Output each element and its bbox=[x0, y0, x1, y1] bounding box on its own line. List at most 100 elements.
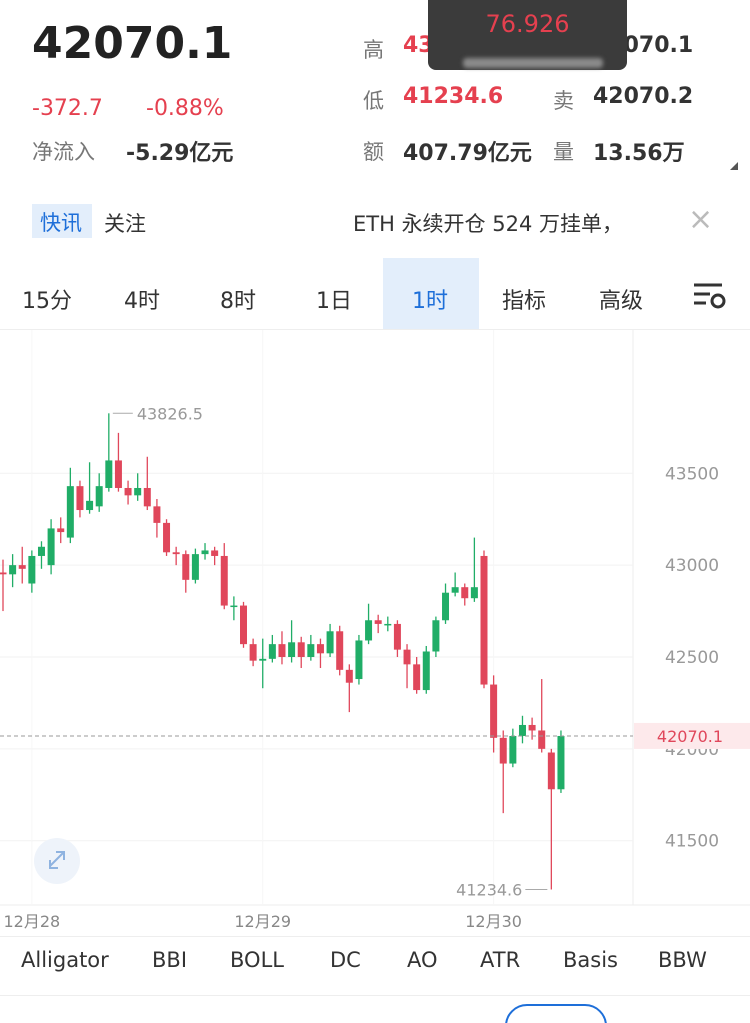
candle-body bbox=[365, 620, 373, 641]
timeframe-tab[interactable]: 15分 bbox=[22, 289, 72, 314]
net-inflow-label: 净流入 bbox=[32, 140, 95, 164]
candle-body bbox=[9, 565, 17, 575]
candle-body bbox=[57, 528, 65, 533]
price-change: -372.7 bbox=[32, 96, 103, 121]
indicator-tab[interactable]: BOLL bbox=[230, 948, 284, 972]
divider bbox=[0, 936, 750, 937]
stat-label: 额 bbox=[363, 140, 384, 164]
candle-body bbox=[297, 642, 305, 657]
indicator-tab[interactable]: AO bbox=[407, 948, 438, 972]
candle-body bbox=[86, 500, 94, 511]
net-inflow: -5.29亿元 bbox=[126, 141, 234, 166]
candle-body bbox=[191, 554, 199, 580]
candle-body bbox=[240, 605, 247, 645]
last-price-label: 42070.1 bbox=[657, 727, 723, 746]
x-tick-label: 12月29 bbox=[234, 912, 291, 931]
candle-body bbox=[259, 658, 267, 661]
stat-value: 407.79亿元 bbox=[403, 141, 532, 166]
active-bottom-tab[interactable] bbox=[505, 1004, 607, 1023]
candle-body bbox=[201, 550, 209, 555]
timeframe-tab[interactable]: 1日 bbox=[316, 289, 352, 314]
candle-body bbox=[374, 620, 382, 624]
settings-icon[interactable] bbox=[692, 281, 728, 311]
indicator-tab[interactable]: ATR bbox=[480, 948, 521, 972]
candle-body bbox=[37, 546, 45, 556]
divider bbox=[0, 995, 750, 996]
candle-body bbox=[432, 620, 440, 652]
stat-label: 量 bbox=[553, 140, 574, 164]
stat-label: 卖 bbox=[553, 89, 574, 113]
indicator-tab[interactable]: DC bbox=[330, 948, 361, 972]
candle-body bbox=[47, 528, 55, 566]
candle-body bbox=[547, 752, 555, 790]
candle-body bbox=[278, 644, 286, 657]
timeframe-tab[interactable]: 8时 bbox=[220, 289, 256, 314]
tooltip-value: 76.926 bbox=[485, 10, 570, 38]
timeframe-tab[interactable]: 指标 bbox=[502, 289, 547, 314]
candle-body bbox=[461, 587, 469, 599]
divider bbox=[0, 329, 750, 330]
indicator-tab[interactable]: Alligator bbox=[21, 948, 109, 972]
stat-value: 13.56万 bbox=[593, 141, 685, 166]
candle-body bbox=[451, 587, 459, 593]
timeframe-tab[interactable]: 高级 bbox=[599, 289, 644, 314]
candle-body bbox=[153, 506, 161, 523]
candle-body bbox=[384, 623, 392, 626]
candle-body bbox=[172, 552, 180, 555]
candle-body bbox=[403, 649, 411, 665]
last-price-badge bbox=[634, 722, 750, 749]
candle-body bbox=[134, 487, 142, 496]
candle-body bbox=[76, 486, 84, 511]
indicator-tab[interactable]: BBW bbox=[658, 948, 707, 972]
expand-caret[interactable] bbox=[730, 162, 738, 170]
candle-body bbox=[268, 644, 276, 659]
candle-body bbox=[211, 550, 219, 556]
candle-body bbox=[393, 623, 401, 650]
candle-body bbox=[105, 460, 113, 488]
close-icon[interactable]: × bbox=[688, 202, 714, 237]
candle-body bbox=[220, 555, 228, 606]
candle-body bbox=[345, 669, 353, 683]
candle-body bbox=[230, 605, 238, 608]
candle-body bbox=[422, 651, 430, 691]
stat-label: 高 bbox=[363, 38, 384, 62]
candle-body bbox=[307, 644, 315, 657]
candle-body bbox=[18, 565, 26, 569]
candle-body bbox=[182, 554, 190, 580]
news-tag-bg bbox=[32, 204, 92, 238]
y-tick-label: 43500 bbox=[665, 464, 719, 484]
timeframe-tab[interactable]: 1时 bbox=[412, 289, 448, 314]
candle-body bbox=[499, 737, 507, 764]
x-tick-label: 12月30 bbox=[465, 912, 522, 931]
tooltip: 76.926 bbox=[428, 0, 627, 70]
news-tag: 快讯 bbox=[40, 211, 82, 235]
candle-body bbox=[355, 640, 363, 680]
min-label: 41234.6 bbox=[456, 880, 522, 899]
candle-body bbox=[557, 735, 565, 790]
indicator-tab[interactable]: Basis bbox=[563, 948, 618, 972]
candle-body bbox=[316, 644, 324, 654]
candle-body bbox=[538, 730, 546, 749]
candle-body bbox=[95, 486, 103, 507]
candle-body bbox=[490, 684, 498, 738]
candle-body bbox=[528, 724, 536, 731]
indicator-tab[interactable]: BBI bbox=[152, 948, 188, 972]
blur-strip bbox=[463, 58, 603, 68]
candle-body bbox=[413, 664, 421, 691]
candle-body bbox=[288, 642, 296, 657]
candle-body bbox=[28, 555, 36, 584]
news-text[interactable]: ETH 永续开仓 524 万挂单， bbox=[353, 212, 623, 236]
candle-body bbox=[518, 724, 526, 736]
stat-value: 41234.6 bbox=[403, 84, 504, 109]
active-tab-bg bbox=[383, 258, 479, 330]
timeframe-tab[interactable]: 4时 bbox=[124, 289, 160, 314]
candle-body bbox=[163, 522, 171, 553]
news-follow: 关注 bbox=[104, 212, 146, 236]
y-tick-label: 43000 bbox=[665, 556, 719, 576]
fullscreen-button[interactable] bbox=[34, 838, 80, 884]
candle-body bbox=[0, 572, 7, 575]
max-label: 43826.5 bbox=[137, 404, 203, 423]
candle-body bbox=[326, 631, 334, 654]
